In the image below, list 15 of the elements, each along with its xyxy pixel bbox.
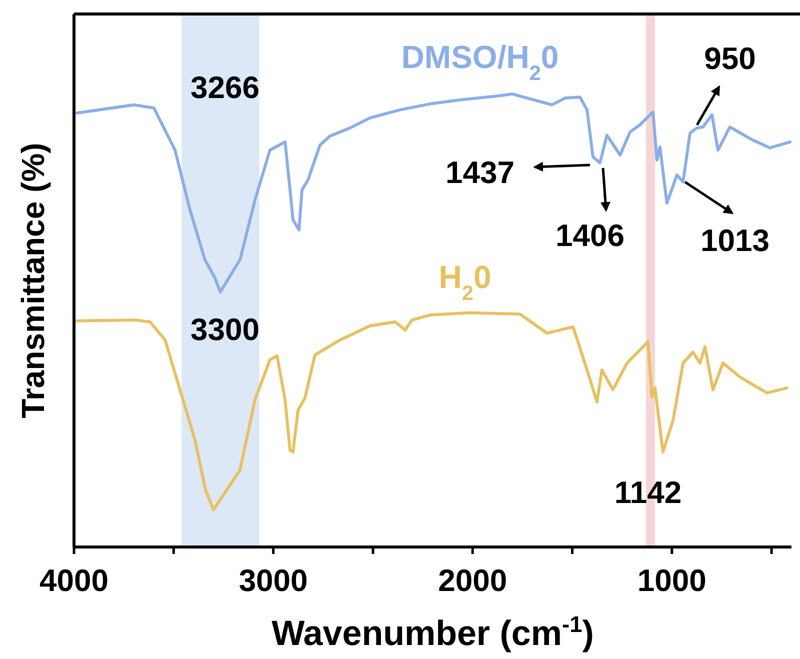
annotation: 3266 xyxy=(190,70,260,105)
annotation: 1142 xyxy=(614,475,682,510)
x-tick-label: 2000 xyxy=(438,563,508,598)
y-axis-title: Transmittance (%) xyxy=(15,142,51,418)
x-axis-title: Wavenumber (cm$^{-1}$) xyxy=(272,611,594,653)
annotation: 1013 xyxy=(700,223,770,258)
text: 950 xyxy=(704,41,756,76)
annotation: 3300 xyxy=(190,312,260,347)
x-tick-label: 3000 xyxy=(238,563,308,598)
series-label: H$_{2}$0 xyxy=(438,259,492,304)
x-tick-label: 4000 xyxy=(40,563,108,598)
annotation: 1406 xyxy=(556,218,624,253)
series-label: DMSO/H$_{2}$0 xyxy=(401,39,559,84)
x-tick-label: 1000 xyxy=(637,563,706,598)
annotation: 1437 xyxy=(446,155,514,190)
